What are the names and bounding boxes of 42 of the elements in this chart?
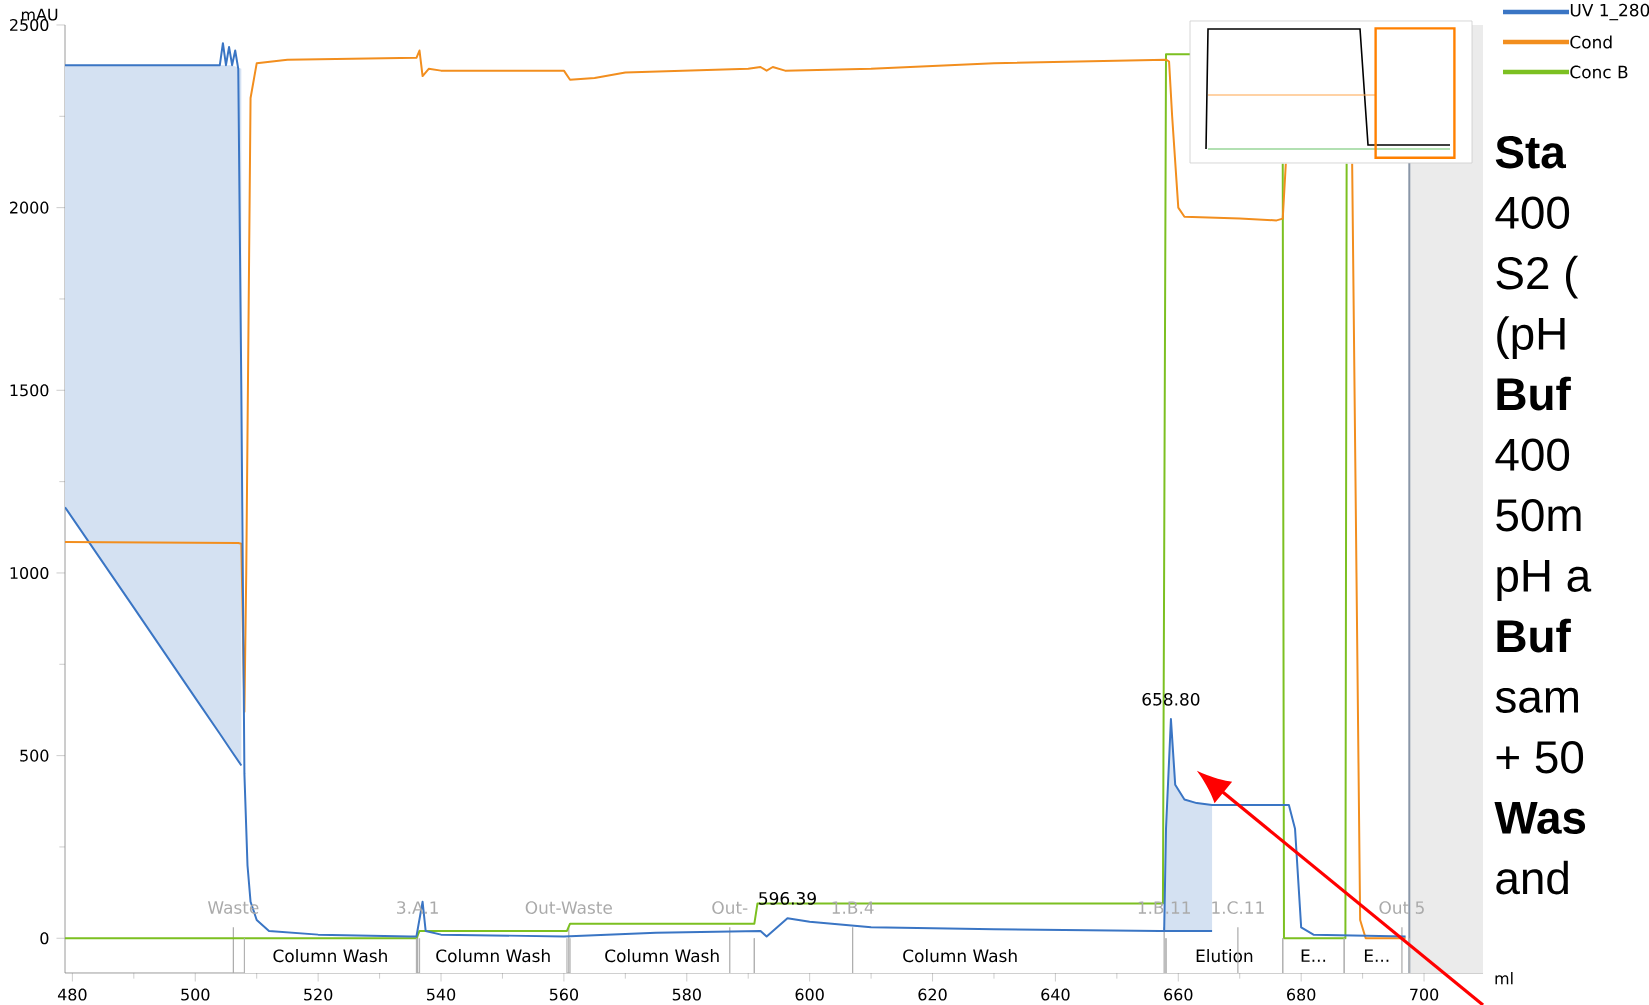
text: sam	[1495, 687, 1578, 713]
x-tick-label: 660	[1164, 988, 1193, 1001]
band-label: Column Wash	[273, 949, 387, 963]
text: Was	[1494, 801, 1586, 834]
legend-label: Conc B	[1570, 65, 1628, 79]
text: and	[1496, 860, 1568, 895]
band-label: Column Wash	[903, 949, 1017, 963]
x-tick-label: 560	[549, 988, 579, 1001]
legend-label: Cond	[1570, 35, 1612, 49]
text: 50m	[1496, 498, 1581, 532]
x-tick-label: 600	[795, 988, 824, 1001]
text: + 50	[1496, 740, 1584, 774]
ref-line-label: 1.B.4	[832, 901, 874, 914]
y-tick-label: 1500	[10, 384, 49, 397]
text: Buf	[1497, 618, 1571, 653]
y-tick-label: 1000	[10, 566, 49, 579]
x-axis-title: ml	[1495, 972, 1513, 985]
band-label: Column Wash	[436, 949, 550, 963]
y-tick-label: 500	[20, 749, 49, 762]
text: pH a	[1497, 559, 1592, 601]
x-tick-label: 480	[57, 988, 87, 1001]
x-tick-label: 540	[427, 988, 456, 1001]
y-tick-label: 2000	[10, 201, 49, 214]
ref-line-label: Out-	[712, 901, 748, 915]
x-tick-label: 500	[181, 988, 210, 1001]
text: 400	[1495, 438, 1570, 471]
legend-label: UV 1_280	[1570, 3, 1649, 21]
y-tick-label: 0	[40, 932, 49, 945]
text: Sta	[1495, 135, 1567, 169]
x-tick-label: 620	[918, 988, 947, 1001]
band-label: Column Wash	[605, 949, 719, 963]
text: 400	[1495, 196, 1570, 229]
x-tick-label: 640	[1041, 988, 1070, 1001]
y-axis-title: mAU	[21, 8, 58, 21]
annotation: 596.39	[759, 891, 816, 905]
text: Buf	[1497, 376, 1571, 411]
ref-line-label: Out-Waste	[525, 901, 612, 915]
text: S2 (	[1496, 255, 1579, 299]
y-tick-label: 2500	[10, 18, 49, 31]
x-tick-label: 520	[304, 988, 333, 1001]
x-tick-label: 580	[672, 988, 701, 1001]
text: (pH	[1497, 316, 1565, 359]
